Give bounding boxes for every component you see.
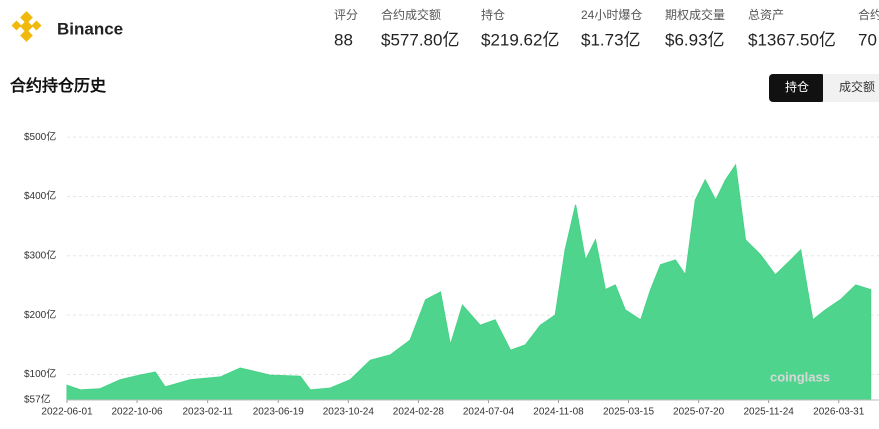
stat-value: 88 [334,30,353,49]
x-tick-label: 2026-03-31 [813,407,865,418]
stat-value: 70 [858,30,877,49]
chart-title: 合约持仓历史 [10,76,107,95]
y-tick-label: $57亿 [24,393,51,406]
watermark: coinglass [770,369,830,384]
stat-label: 合约 [858,7,879,22]
stat-value: $6.93亿 [665,30,725,49]
stat-label: 合约成交额 [381,7,441,22]
stat-value: $219.62亿 [481,30,559,49]
y-tick-label: $300亿 [24,248,56,261]
brand: Binance [57,19,123,38]
x-tick-label: 2025-11-24 [743,407,794,418]
x-tick-label: 2025-07-20 [673,407,725,418]
x-tick-label: 2023-10-24 [323,407,375,418]
x-tick-label: 2024-07-04 [463,407,515,418]
stat-label: 评分 [334,8,358,22]
stat-label: 持仓 [481,7,505,22]
x-tick-label: 2025-03-15 [603,407,655,418]
x-tick-label: 2023-02-11 [182,407,233,418]
y-tick-label: $500亿 [24,130,56,143]
tab[interactable]: 持仓 [785,79,809,94]
y-tick-label: $200亿 [24,308,56,321]
x-tick-label: 2022-10-06 [111,407,163,418]
x-tick-label: 2022-06-01 [41,407,93,418]
x-tick-label: 2024-02-28 [393,407,445,418]
stat-label: 期权成交量 [665,7,725,22]
stat-value: $1.73亿 [581,30,641,49]
x-tick-label: 2024-11-08 [533,407,584,418]
y-tick-label: $400亿 [24,189,56,202]
tab[interactable]: 成交额 [839,79,875,94]
stat-label: 24小时爆仓 [581,8,642,22]
stat-value: $577.80亿 [381,30,459,49]
y-tick-label: $100亿 [24,367,56,380]
logo [11,11,42,42]
tab-bg[interactable] [823,74,879,102]
stat-label: 总资产 [748,8,784,22]
tab-active-bg[interactable] [769,74,825,102]
area [66,163,872,401]
stat-value: $1367.50亿 [748,30,836,49]
x-tick-label: 2023-06-19 [253,407,305,418]
